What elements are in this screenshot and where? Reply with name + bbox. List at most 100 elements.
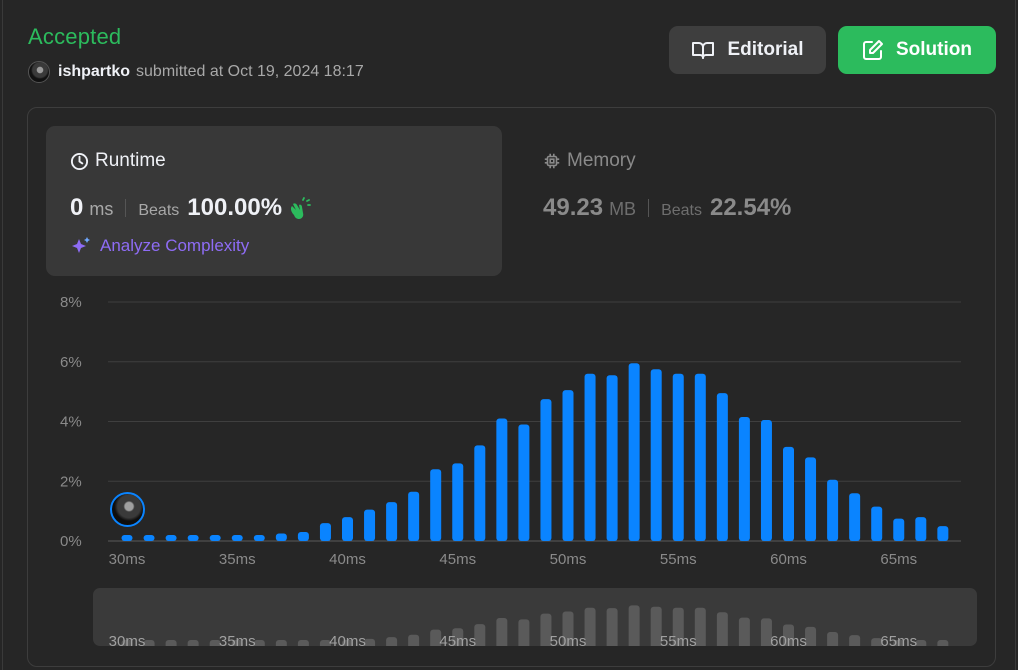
x-tick-label: 50ms <box>550 551 587 568</box>
book-open-icon <box>692 42 715 59</box>
x-tick-label: 60ms <box>770 551 807 568</box>
minimap-bar <box>694 607 706 646</box>
minimap-bar <box>760 618 772 646</box>
minimap-tick-label: 50ms <box>550 633 587 646</box>
y-tick-label: 2% <box>60 473 82 490</box>
edit-square-icon <box>863 40 883 60</box>
memory-divider <box>648 199 650 217</box>
minimap-bar <box>738 617 750 646</box>
chart-bar <box>805 457 817 541</box>
memory-value: 49.23 <box>543 194 604 221</box>
clapping-hands-icon <box>290 197 311 219</box>
chart-bar <box>937 526 949 541</box>
username-link[interactable]: ishpartko <box>58 63 131 80</box>
memory-beats-value: 22.54% <box>709 194 792 221</box>
minimap-bar <box>650 606 662 646</box>
minimap-bar <box>474 624 486 646</box>
chart-bar <box>364 509 376 541</box>
analyze-complexity-label: Analyze Complexity <box>100 236 250 255</box>
runtime-unit: ms <box>89 199 114 219</box>
minimap-bar <box>408 634 420 646</box>
chart-bar <box>187 535 199 541</box>
chip-icon <box>544 153 560 169</box>
chart-bar <box>319 523 331 541</box>
x-tick-label: 65ms <box>880 551 917 568</box>
chart-bar <box>474 445 486 541</box>
chart-bar <box>584 373 596 541</box>
chart-bar <box>827 479 839 541</box>
x-tick-label: 40ms <box>329 551 366 568</box>
chart-bar <box>760 420 772 541</box>
chart-bar <box>297 532 309 541</box>
runtime-card[interactable]: Runtime 0 ms Beats 100.00% Analyze Compl… <box>46 126 502 276</box>
chart-bar <box>342 517 353 541</box>
runtime-beats-label: Beats <box>138 202 180 219</box>
y-tick-label: 6% <box>60 354 82 371</box>
chart-bar <box>408 491 420 541</box>
minimap-bar <box>871 638 883 646</box>
chart-bar <box>628 363 640 541</box>
minimap-tick-label: 40ms <box>329 633 366 646</box>
runtime-value: 0 <box>70 194 84 221</box>
runtime-title: Runtime <box>70 150 166 172</box>
chart-bar <box>143 535 155 541</box>
editorial-button[interactable]: Editorial <box>669 26 826 74</box>
chart-bar <box>915 517 927 541</box>
submission-info: ishpartko submitted at Oct 19, 2024 18:1… <box>28 60 364 84</box>
user-avatar[interactable] <box>28 61 50 83</box>
runtime-beats-value: 100.00% <box>187 194 283 221</box>
chart-bar <box>430 469 442 541</box>
chart-bar <box>871 506 883 541</box>
chart-bar <box>253 535 265 541</box>
minimap-bar <box>165 640 177 646</box>
minimap-bar <box>915 640 927 646</box>
chart-bar <box>849 493 861 541</box>
chart-bar <box>672 373 684 541</box>
chart-bar <box>783 446 794 541</box>
x-tick-label: 30ms <box>109 551 146 568</box>
minimap-bar <box>716 612 728 646</box>
minimap-bar <box>319 640 331 646</box>
minimap-tick-label: 30ms <box>109 633 146 646</box>
memory-title-label: Memory <box>567 150 636 171</box>
chart-bar <box>275 533 287 541</box>
minimap-bar <box>827 632 839 646</box>
chart-bar <box>562 390 574 541</box>
memory-card[interactable]: Memory 49.23 MB Beats 22.54% <box>543 126 983 276</box>
editorial-label: Editorial <box>727 39 804 60</box>
minimap-bar <box>143 640 155 646</box>
minimap-bar <box>937 640 949 646</box>
chart-bar <box>738 417 750 541</box>
minimap-bar <box>893 640 905 646</box>
runtime-distribution-chart[interactable]: 0% 2% 4% 6% 8% 30ms 35ms 40ms 45ms 50ms 55ms 60ms 65… <box>46 286 976 576</box>
chart-bar <box>694 373 706 541</box>
memory-beats-label: Beats <box>661 202 702 219</box>
minimap-tick-label: 60ms <box>770 633 807 646</box>
clock-icon <box>70 152 89 170</box>
minimap-bar <box>849 635 861 646</box>
minimap-bar <box>231 640 243 646</box>
minimap-bar <box>584 607 596 646</box>
your-submission-marker[interactable] <box>110 492 145 527</box>
minimap-bar <box>275 640 287 646</box>
runtime-metrics: 0 ms Beats 100.00% <box>70 194 314 222</box>
memory-title: Memory <box>543 150 636 172</box>
minimap-bar <box>452 628 464 646</box>
x-tick-label: 55ms <box>660 551 697 568</box>
minimap-bar <box>209 640 221 646</box>
minimap-bar <box>253 640 265 646</box>
minimap-bar <box>628 605 640 646</box>
y-tick-label: 0% <box>60 533 82 550</box>
minimap-bars: 30ms 35ms 40ms 45ms 50ms 55ms 60ms 65ms <box>109 605 949 646</box>
chart-bar <box>496 418 508 541</box>
chart-bar <box>518 424 530 541</box>
analyze-complexity-link[interactable]: Analyze Complexity <box>70 236 249 256</box>
solution-button[interactable]: Solution <box>838 26 996 74</box>
minimap-tick-label: 35ms <box>219 633 256 646</box>
chart-bar <box>650 369 662 541</box>
chart-bar <box>121 535 133 541</box>
chart-bar <box>165 535 177 541</box>
submission-status: Accepted <box>28 24 122 49</box>
runtime-divider <box>125 199 127 217</box>
